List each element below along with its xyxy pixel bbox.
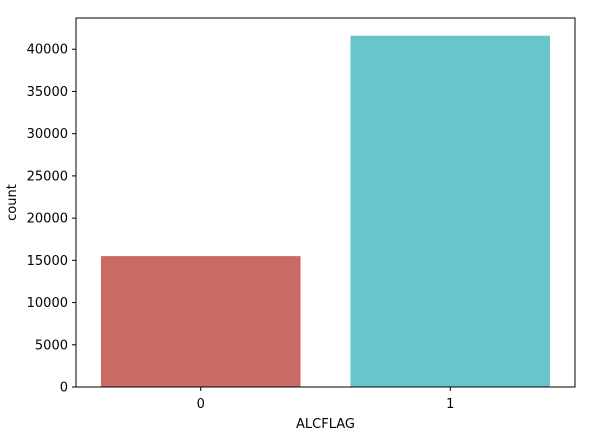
y-axis-ticks: 0 5000 10000 15000 20000 25000 30000 35000 40000	[27, 43, 76, 396]
y-tick-label: 25000	[27, 169, 68, 184]
bar-0	[100, 256, 301, 387]
y-axis-label: count	[5, 184, 20, 221]
bars-group	[100, 35, 551, 387]
x-axis-label: ALCFLAG	[296, 417, 355, 432]
plot-area-frame	[75, 17, 576, 388]
y-tick-label: 40000	[27, 43, 68, 58]
y-tick-label: 10000	[27, 296, 68, 311]
x-tick-label: 0	[197, 397, 205, 412]
y-tick-label: 15000	[27, 254, 68, 269]
x-tick-label: 1	[446, 397, 454, 412]
y-tick-label: 5000	[35, 338, 68, 353]
y-tick-label: 35000	[27, 85, 68, 100]
bar-1	[350, 35, 551, 387]
y-tick-label: 20000	[27, 212, 68, 227]
y-tick-label: 0	[60, 381, 68, 396]
y-tick-label: 30000	[27, 127, 68, 142]
